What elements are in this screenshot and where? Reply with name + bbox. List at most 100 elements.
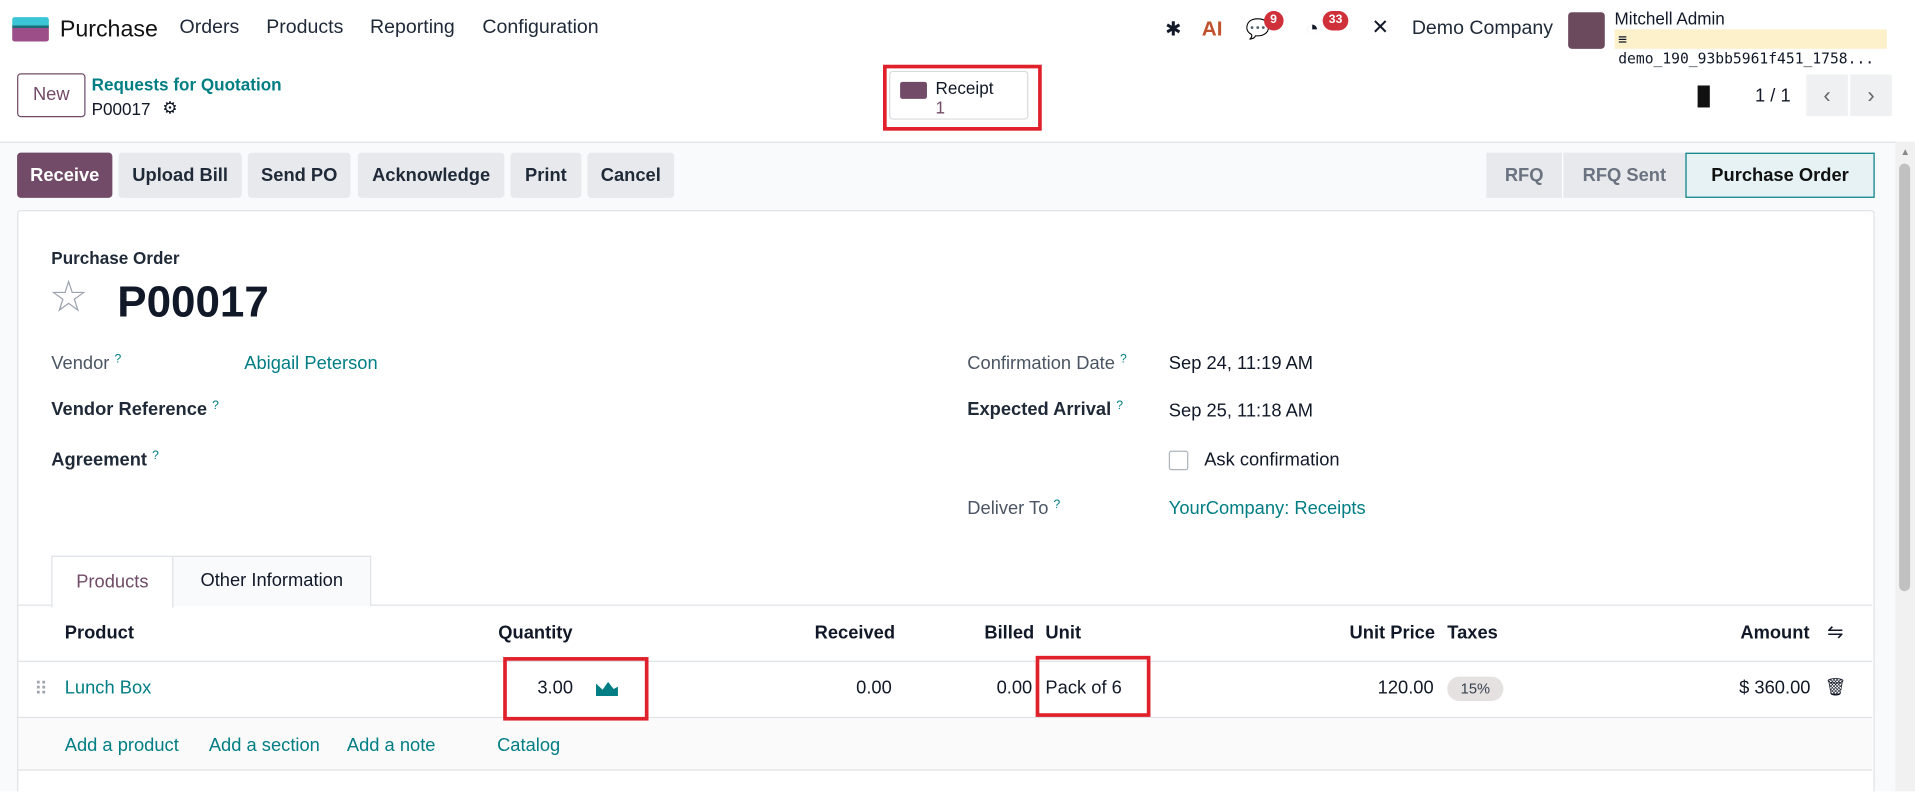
unit-price-cell[interactable]: 120.00	[1377, 677, 1434, 699]
status-rfq-sent[interactable]: RFQ Sent	[1562, 152, 1686, 198]
acknowledge-button[interactable]: Acknowledge	[357, 152, 505, 198]
company-switcher[interactable]: Demo Company	[1411, 18, 1554, 40]
ask-confirmation-label: Ask confirmation	[1204, 449, 1340, 471]
form-sheet	[17, 210, 1875, 792]
ask-confirmation-checkbox[interactable]	[1168, 450, 1189, 471]
vendor-label-text: Vendor	[51, 352, 110, 374]
expected-arrival-text: Expected Arrival	[967, 399, 1112, 421]
received-cell: 0.00	[856, 677, 892, 699]
product-cell[interactable]: Lunch Box	[64, 677, 152, 699]
tab-divider	[17, 604, 1873, 606]
unit-cell[interactable]: Pack of 6	[1045, 677, 1122, 699]
bookmark-icon[interactable]	[1697, 85, 1710, 108]
menu-orders[interactable]: Orders	[179, 17, 240, 38]
confirmation-date-label: Confirmation Date ?	[967, 353, 1127, 374]
col-taxes[interactable]: Taxes	[1447, 622, 1498, 644]
messages-icon[interactable]: 💬	[1245, 19, 1271, 41]
add-section-link[interactable]: Add a section	[208, 735, 320, 756]
quantity-cell[interactable]: 3.00	[537, 677, 574, 699]
expected-arrival-field[interactable]: Sep 25, 11:18 AM	[1168, 400, 1314, 422]
app-logo-icon[interactable]	[12, 17, 49, 42]
col-received[interactable]: Received	[814, 622, 896, 644]
confirmation-date-text: Confirmation Date	[967, 352, 1115, 374]
breadcrumb-parent[interactable]: Requests for Quotation	[91, 74, 282, 95]
amount-cell: $ 360.00	[1739, 677, 1811, 699]
col-amount[interactable]: Amount	[1740, 622, 1810, 644]
menu-reporting[interactable]: Reporting	[370, 17, 455, 38]
add-line-row	[18, 718, 1873, 771]
upload-bill-button[interactable]: Upload Bill	[118, 152, 242, 198]
activity-clock-icon[interactable]: ◔	[1305, 15, 1319, 41]
help-icon[interactable]: ?	[212, 399, 219, 413]
deliver-to-field[interactable]: YourCompany: Receipts	[1168, 498, 1366, 520]
help-icon[interactable]: ?	[114, 352, 122, 367]
highlight-box	[503, 657, 649, 721]
favorite-star-icon[interactable]: ☆	[48, 271, 89, 322]
cancel-button[interactable]: Cancel	[587, 152, 675, 198]
ai-icon[interactable]: AI	[1201, 17, 1223, 41]
table-row[interactable]	[17, 662, 1872, 717]
highlight-box	[1035, 655, 1151, 717]
col-billed[interactable]: Billed	[984, 622, 1035, 644]
truck-icon	[900, 81, 927, 99]
user-avatar[interactable]	[1568, 12, 1605, 49]
highlight-box	[882, 64, 1042, 131]
col-unit-price[interactable]: Unit Price	[1349, 622, 1436, 644]
bug-icon[interactable]: ✱	[1165, 19, 1182, 41]
user-name[interactable]: Mitchell Admin	[1614, 8, 1725, 29]
agreement-label: Agreement ?	[51, 449, 159, 470]
database-icon: ≡	[1618, 30, 1628, 48]
menu-products[interactable]: Products	[266, 17, 344, 38]
tools-icon[interactable]: ✕	[1371, 15, 1389, 40]
vendor-field[interactable]: Abigail Peterson	[244, 352, 378, 374]
help-icon[interactable]: ?	[1120, 352, 1127, 367]
row-divider	[17, 716, 1873, 719]
confirmation-date-value: Sep 24, 11:19 AM	[1168, 352, 1314, 374]
top-navbar: Purchase Orders Products Reporting Confi…	[0, 0, 1915, 67]
header-divider	[17, 660, 1873, 662]
app-name[interactable]: Purchase	[59, 17, 158, 43]
scrollbar-thumb[interactable]	[1899, 163, 1911, 592]
billed-cell: 0.00	[996, 677, 1033, 699]
catalog-link[interactable]: Catalog	[497, 735, 561, 756]
form-subtitle: Purchase Order	[51, 247, 180, 268]
breadcrumb-current: P00017	[91, 98, 151, 119]
new-button[interactable]: New	[17, 73, 86, 118]
receipt-smart-button[interactable]: Receipt 1	[889, 70, 1029, 120]
deliver-to-text: Deliver To	[967, 498, 1049, 520]
database-name: demo_190_93bb5961f451_1758...	[1618, 50, 1875, 68]
gear-icon[interactable]: ⚙	[162, 97, 178, 118]
send-po-button[interactable]: Send PO	[247, 152, 351, 198]
drag-handle-icon[interactable]: ⠿	[34, 679, 48, 700]
vendor-label: Vendor ?	[51, 353, 121, 374]
pager-value[interactable]: 1 / 1	[1755, 85, 1791, 107]
status-rfq[interactable]: RFQ	[1486, 152, 1563, 198]
optional-columns-icon[interactable]: ⇋	[1827, 622, 1844, 644]
scrollbar[interactable]: ▲	[1895, 141, 1915, 792]
form-title: P00017	[117, 276, 269, 327]
activities-badge: 33	[1322, 10, 1349, 31]
col-quantity[interactable]: Quantity	[498, 622, 573, 644]
tab-other-information[interactable]: Other Information	[172, 555, 372, 606]
status-purchase-order[interactable]: Purchase Order	[1685, 152, 1875, 198]
messages-badge: 9	[1264, 10, 1284, 31]
print-button[interactable]: Print	[510, 152, 582, 198]
vendor-reference-text: Vendor Reference	[51, 399, 208, 421]
add-note-link[interactable]: Add a note	[346, 735, 436, 756]
col-product[interactable]: Product	[64, 622, 134, 644]
scroll-up-arrow[interactable]: ▲	[1900, 146, 1911, 158]
receipt-label: Receipt	[935, 78, 994, 98]
help-icon[interactable]: ?	[152, 449, 159, 463]
help-icon[interactable]: ?	[1116, 399, 1124, 413]
vendor-reference-label: Vendor Reference ?	[51, 399, 219, 420]
pager-previous-button[interactable]: ‹	[1806, 74, 1848, 117]
tab-products[interactable]: Products	[51, 555, 174, 609]
col-unit[interactable]: Unit	[1045, 622, 1082, 644]
pager-next-button[interactable]: ›	[1850, 74, 1892, 117]
receive-button[interactable]: Receive	[17, 152, 113, 198]
tax-badge[interactable]: 15%	[1447, 676, 1504, 702]
menu-configuration[interactable]: Configuration	[482, 17, 599, 38]
trash-icon[interactable]: 🗑	[1824, 676, 1847, 697]
add-product-link[interactable]: Add a product	[64, 735, 179, 756]
help-icon[interactable]: ?	[1053, 498, 1061, 512]
